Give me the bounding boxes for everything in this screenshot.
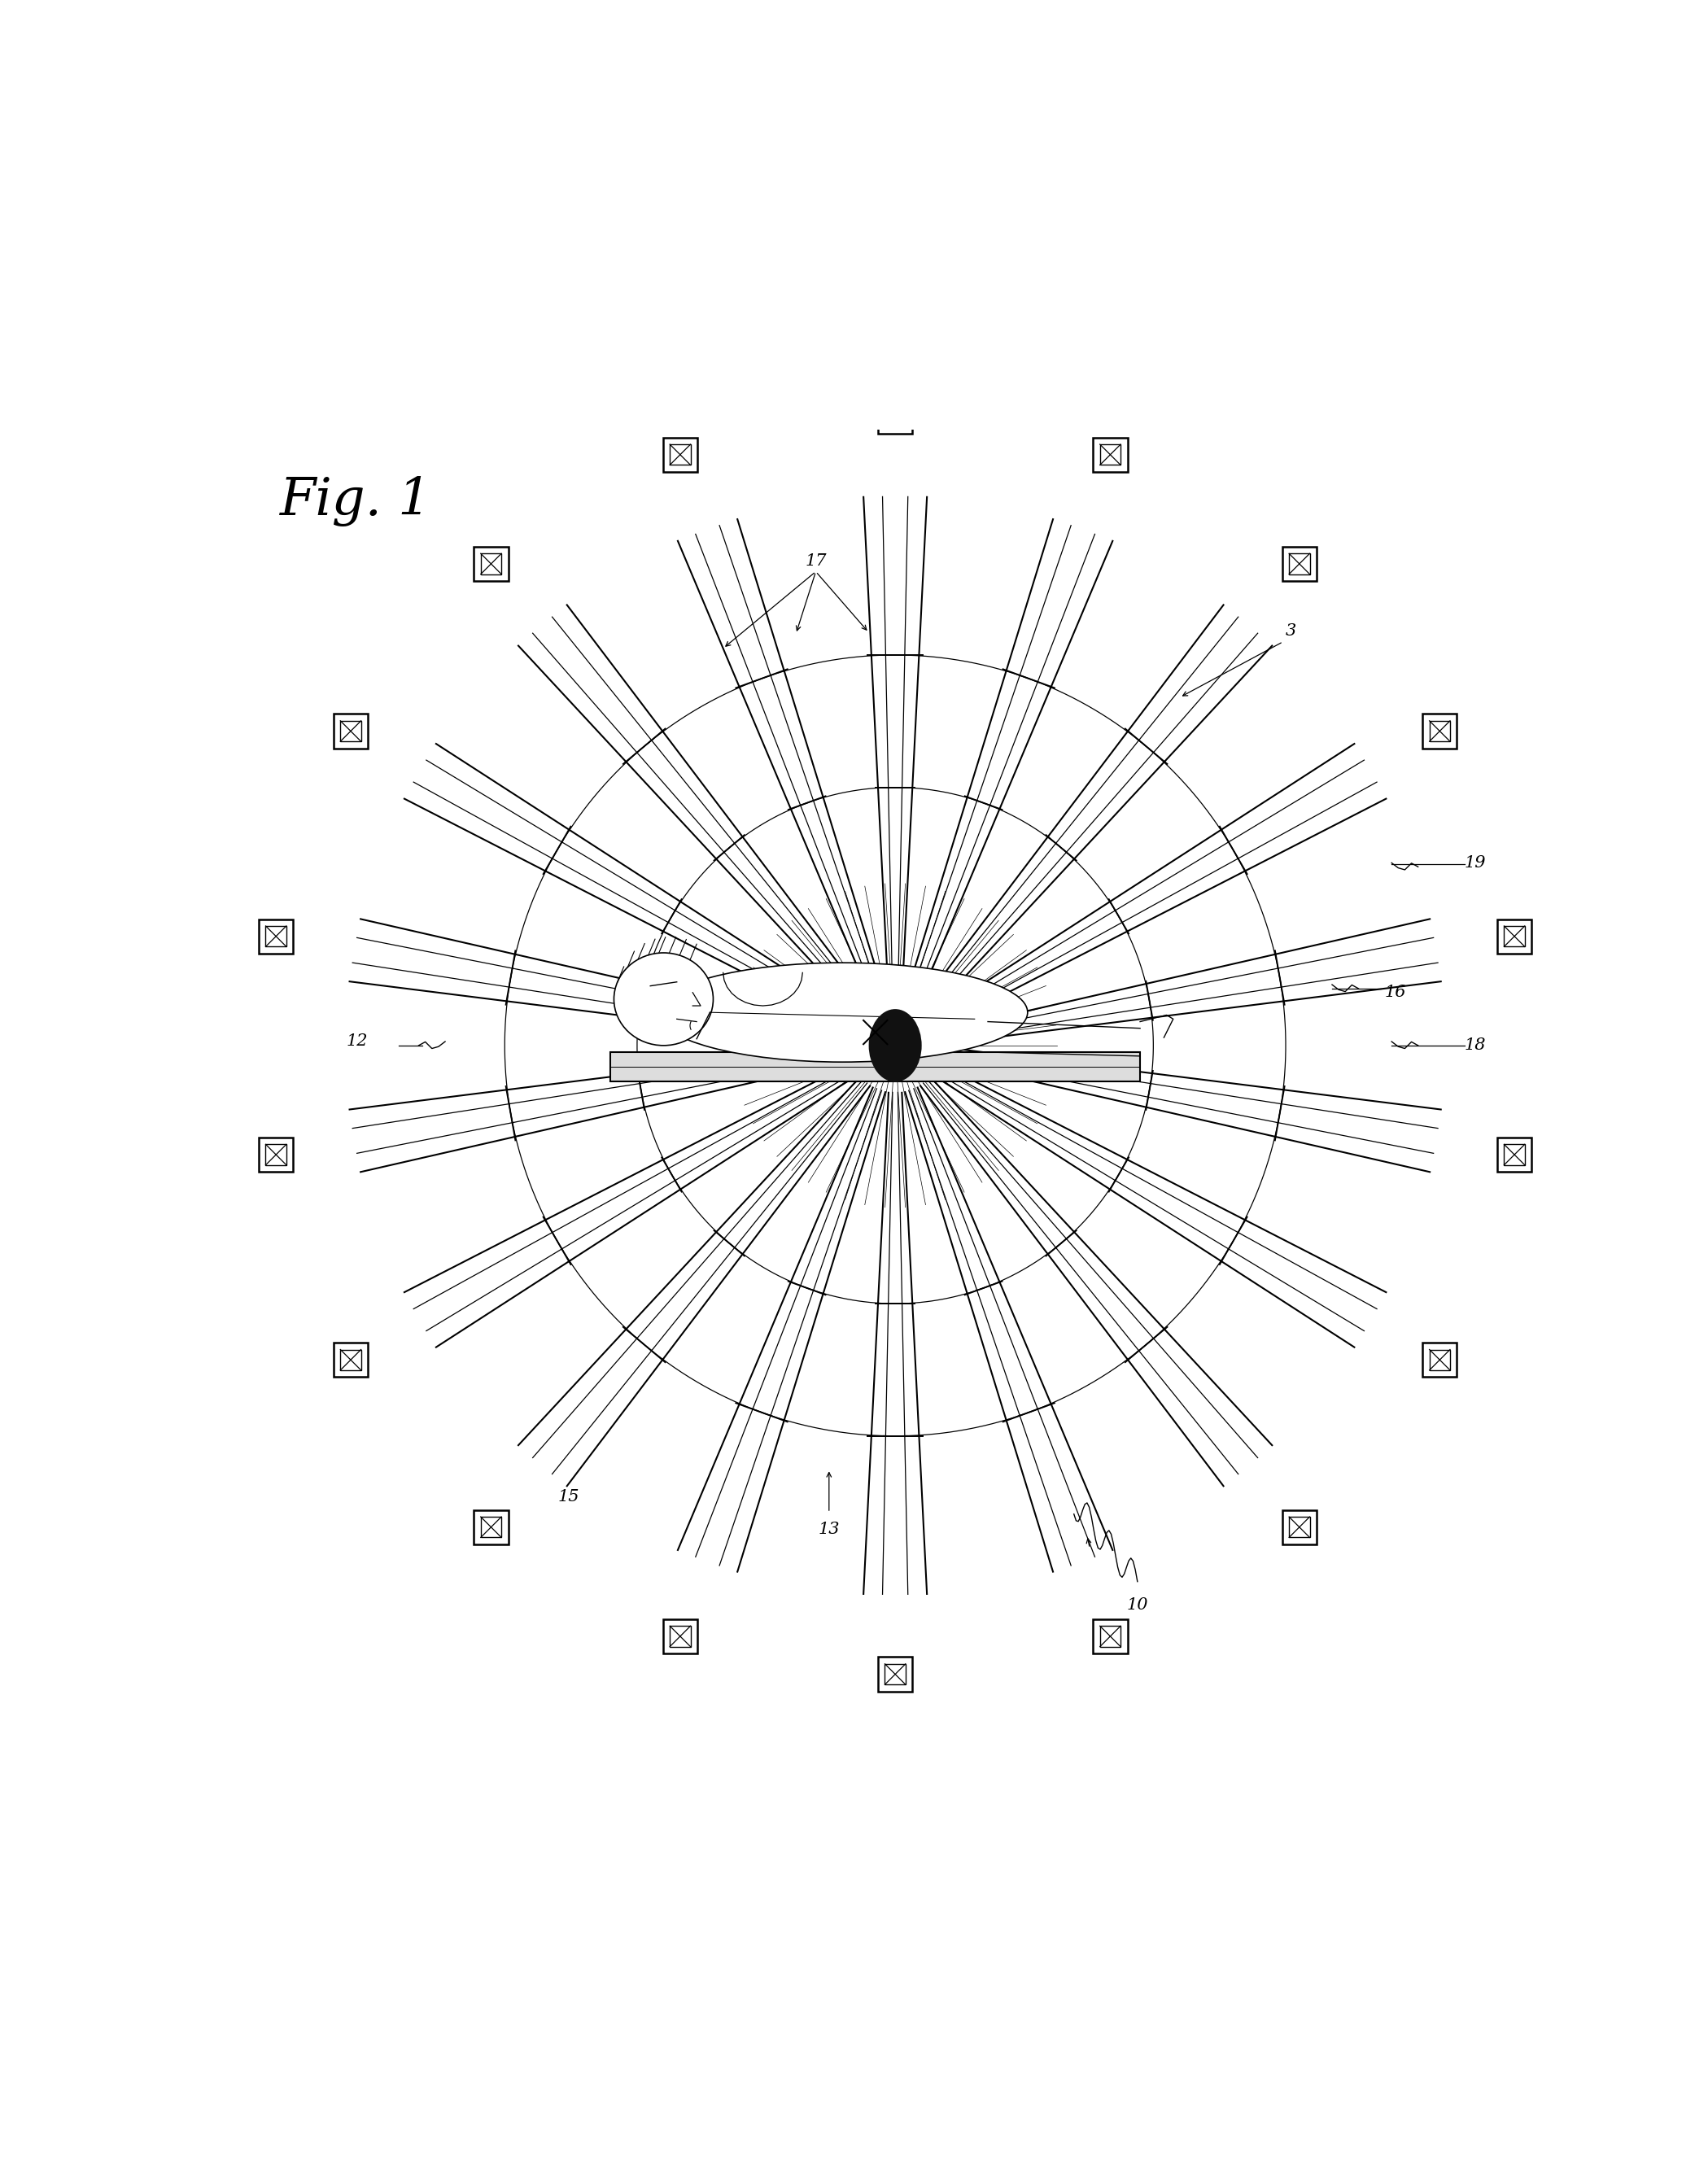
Polygon shape <box>260 1137 294 1172</box>
Text: 13: 13 <box>818 1522 840 1537</box>
Text: 3: 3 <box>1286 623 1296 640</box>
Ellipse shape <box>869 1010 922 1081</box>
Polygon shape <box>878 400 912 435</box>
Polygon shape <box>1498 1137 1532 1172</box>
Text: 16: 16 <box>1385 986 1407 1001</box>
Text: 15: 15 <box>557 1490 579 1505</box>
Polygon shape <box>1093 1619 1127 1654</box>
Text: Fig. 1: Fig. 1 <box>280 476 432 528</box>
Polygon shape <box>663 437 697 471</box>
Polygon shape <box>1498 919 1532 953</box>
Polygon shape <box>1093 437 1127 471</box>
Text: 17: 17 <box>804 553 827 569</box>
Text: 12: 12 <box>345 1033 367 1049</box>
Polygon shape <box>1423 1343 1457 1377</box>
Text: 10: 10 <box>1127 1598 1148 1613</box>
Polygon shape <box>333 1343 367 1377</box>
Text: 3: 3 <box>786 1020 794 1036</box>
Text: 19: 19 <box>1464 856 1486 871</box>
Polygon shape <box>1283 1509 1317 1544</box>
Polygon shape <box>473 547 509 582</box>
Polygon shape <box>260 919 294 953</box>
Polygon shape <box>611 1053 1141 1081</box>
Polygon shape <box>333 713 367 748</box>
Polygon shape <box>1423 713 1457 748</box>
Polygon shape <box>473 1509 509 1544</box>
Ellipse shape <box>658 962 1028 1062</box>
Polygon shape <box>1283 547 1317 582</box>
Ellipse shape <box>613 953 714 1046</box>
Text: 18: 18 <box>1464 1038 1486 1053</box>
Polygon shape <box>663 1619 697 1654</box>
Polygon shape <box>878 1656 912 1691</box>
